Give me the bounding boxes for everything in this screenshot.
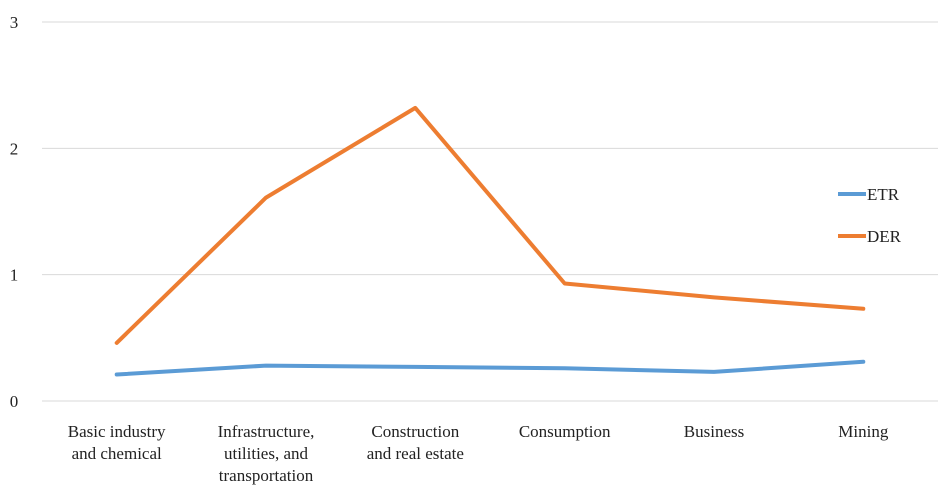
grid-layer (42, 21, 938, 402)
series-line-der (114, 105, 866, 345)
y-axis-ticks: 0 1 2 3 (10, 13, 19, 411)
y-tick-label: 1 (10, 266, 19, 285)
legend-label-der: DER (867, 227, 902, 246)
x-category-label: Basic industry and chemical (68, 422, 166, 463)
x-category-label: Mining (838, 422, 889, 441)
y-tick-label: 0 (10, 392, 19, 411)
x-category-label: Business (684, 422, 744, 441)
legend: ETR DER (838, 185, 902, 246)
y-tick-label: 2 (10, 139, 19, 158)
x-category-label: Consumption (519, 422, 611, 441)
legend-label-etr: ETR (867, 185, 900, 204)
series-line-etr (114, 359, 866, 377)
series-layer (114, 105, 866, 377)
x-category-label: Infrastructure, utilities, and transportat… (218, 422, 315, 485)
x-axis-labels: Basic industry and chemical Infrastructure… (68, 422, 889, 485)
y-tick-label: 3 (10, 13, 19, 32)
x-category-label: Construction and real estate (367, 422, 464, 463)
